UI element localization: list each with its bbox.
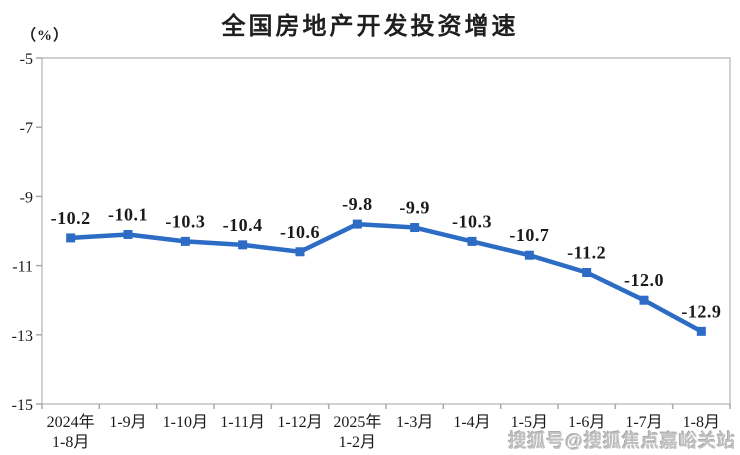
x-axis-category-label: 2025年	[333, 413, 381, 431]
data-point-marker	[180, 236, 190, 246]
data-point-label: -10.3	[165, 211, 205, 231]
data-point-marker	[582, 268, 592, 278]
data-point-marker	[467, 236, 477, 246]
x-axis-category-label: 1-11月	[220, 414, 265, 431]
y-axis-unit-label: （%）	[21, 28, 70, 44]
data-point-label: -12.0	[624, 270, 664, 290]
data-point-marker	[410, 223, 420, 233]
x-axis-category-label: 1-6月	[568, 414, 605, 431]
data-point-marker	[295, 247, 305, 257]
data-point-label: -10.6	[280, 222, 320, 242]
data-point-label: -10.4	[223, 215, 263, 235]
data-point-marker	[66, 233, 76, 243]
data-point-label: -12.9	[681, 301, 721, 321]
data-point-label: -10.7	[509, 225, 549, 245]
y-axis-tick-label: -15	[12, 397, 33, 414]
plot-frame	[41, 57, 731, 405]
x-axis-category-label: 1-3月	[396, 414, 433, 431]
data-point-label: -11.2	[567, 243, 606, 263]
data-point-marker	[352, 219, 362, 229]
y-axis-tick-label: -11	[12, 259, 33, 276]
x-axis-category-label: 1-8月	[52, 434, 89, 451]
watermark-text: 搜狐号@搜狐焦点嘉峪关站	[508, 431, 736, 451]
y-axis-tick-label: -7	[20, 120, 33, 137]
x-axis-category-label: 1-10月	[163, 414, 208, 431]
data-point-marker	[696, 326, 706, 336]
data-point-label: -9.8	[342, 194, 373, 214]
data-point-marker	[238, 240, 248, 250]
y-axis-tick-label: -9	[20, 189, 33, 206]
x-axis-category-label: 1-7月	[625, 414, 662, 431]
data-point-label: -9.9	[399, 198, 430, 218]
data-point-marker	[639, 295, 649, 305]
x-axis-category-label: 1-5月	[511, 414, 548, 431]
x-axis-category-label: 2024年	[47, 413, 95, 431]
x-axis-category-label: 1-2月	[339, 434, 376, 451]
data-point-marker	[123, 229, 133, 239]
y-axis-tick-label: -13	[12, 328, 33, 345]
y-axis-tick-label: -5	[20, 51, 33, 68]
series-line	[68, 221, 704, 334]
chart-title: 全国房地产开发投资增速	[221, 13, 519, 40]
data-point-label: -10.3	[452, 211, 492, 231]
data-point-label: -10.2	[51, 208, 91, 228]
x-axis-category-label: 1-12月	[277, 414, 322, 431]
data-point-marker	[524, 250, 534, 260]
data-point-label: -10.1	[108, 204, 148, 224]
x-axis-category-label: 1-8月	[683, 414, 720, 431]
x-axis-category-label: 1-9月	[109, 414, 146, 431]
x-axis-category-label: 1-4月	[453, 414, 490, 431]
